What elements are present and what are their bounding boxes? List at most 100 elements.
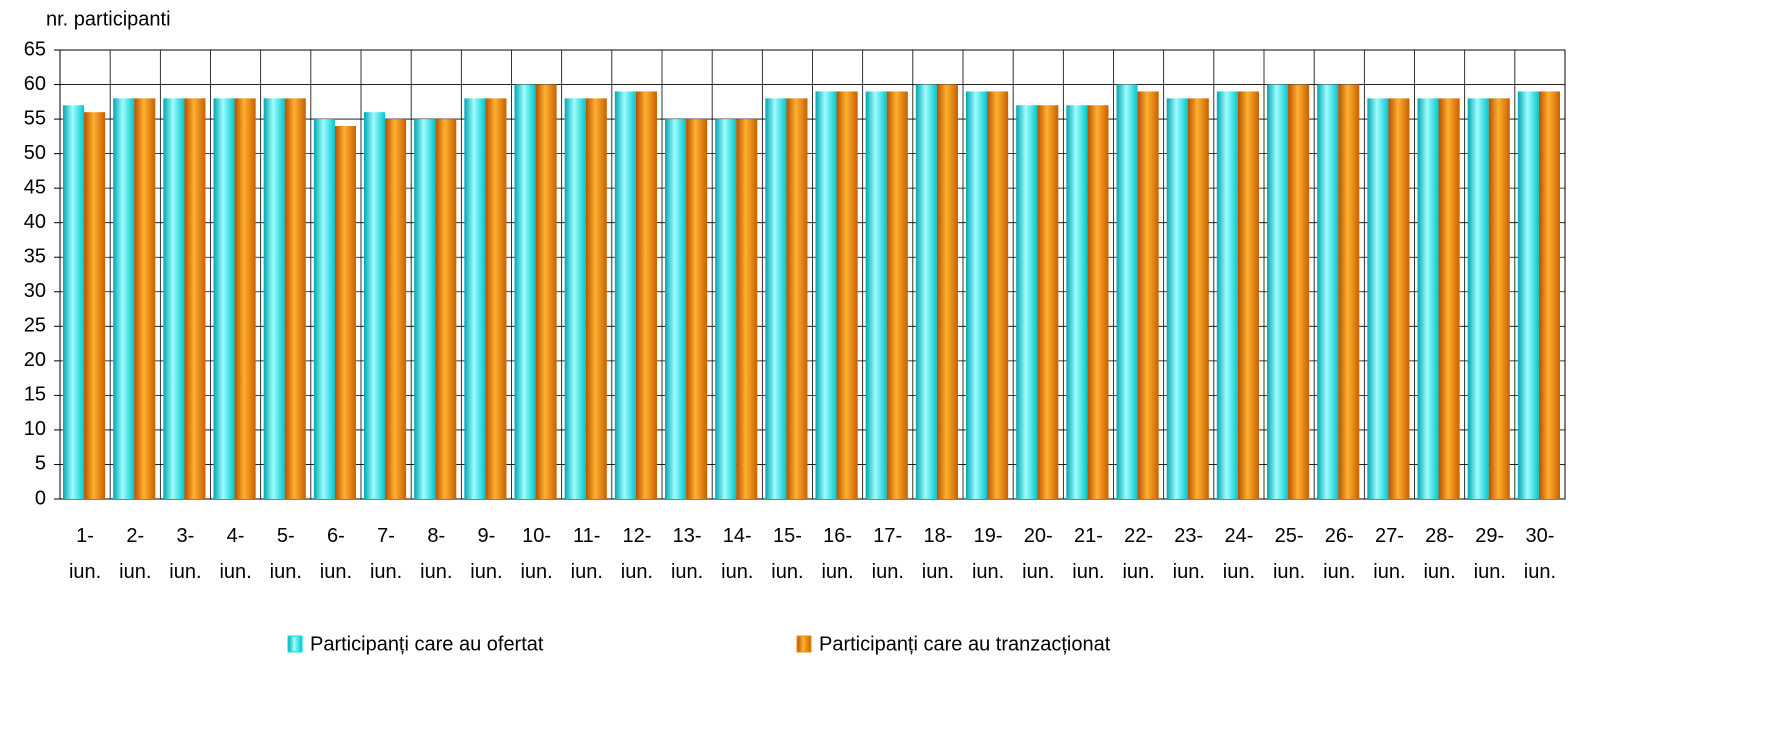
x-tick-label: 29-iun. [1474, 525, 1506, 583]
bar [134, 98, 156, 499]
bar [234, 98, 256, 499]
bar [815, 91, 837, 499]
x-tick-label: 20-iun. [1022, 525, 1054, 583]
x-tick-label: 25-iun. [1273, 525, 1305, 583]
bar [1187, 98, 1209, 499]
x-tick-label: 26-iun. [1323, 525, 1355, 583]
bar [1388, 98, 1410, 499]
bar [786, 98, 808, 499]
bar [1237, 91, 1259, 499]
bar [915, 84, 937, 500]
bar [1488, 98, 1510, 499]
bar [936, 84, 958, 500]
x-tick-label: 28-iun. [1423, 525, 1455, 583]
legend-label: Participanți care au tranzacționat [819, 633, 1111, 655]
legend-swatch [796, 635, 812, 653]
y-tick-label: 20 [24, 349, 46, 371]
bar [1338, 84, 1360, 500]
x-tick-label: 12-iun. [621, 525, 653, 583]
bar [113, 98, 135, 499]
x-tick-label: 24-iun. [1223, 525, 1255, 583]
bar [635, 91, 657, 499]
x-tick-label: 10-iun. [520, 525, 552, 583]
y-tick-label: 0 [35, 487, 46, 509]
y-tick-label: 15 [24, 384, 46, 406]
x-tick-label: 22-iun. [1122, 525, 1154, 583]
x-tick-label: 15-iun. [771, 525, 803, 583]
bar [886, 91, 908, 499]
bar [1467, 98, 1489, 499]
x-tick-label: 4-iun. [219, 525, 251, 583]
y-tick-label: 50 [24, 142, 46, 164]
y-tick-label: 55 [24, 107, 46, 129]
x-tick-label: 30-iun. [1524, 525, 1556, 583]
bar [865, 91, 887, 499]
bar [736, 119, 758, 500]
bar [665, 119, 687, 500]
bar [836, 91, 858, 499]
x-tick-label: 5-iun. [270, 525, 302, 583]
bar [715, 119, 737, 500]
bar [514, 84, 536, 500]
bar [1367, 98, 1389, 499]
bar [686, 119, 708, 500]
bar [1016, 105, 1038, 499]
bar [1116, 84, 1138, 500]
bar [535, 84, 557, 500]
bar [163, 98, 185, 499]
y-tick-label: 30 [24, 280, 46, 302]
legend-label: Participanți care au ofertat [310, 633, 544, 655]
x-tick-label: 14-iun. [721, 525, 753, 583]
y-tick-label: 10 [24, 418, 46, 440]
bar [213, 98, 235, 499]
bar [1288, 84, 1310, 500]
bar [414, 119, 436, 500]
bar [1166, 98, 1188, 499]
bar [1216, 91, 1238, 499]
bar [1438, 98, 1460, 499]
bar [1087, 105, 1109, 499]
y-tick-label: 45 [24, 176, 46, 198]
x-tick-label: 3-iun. [169, 525, 201, 583]
x-tick-label: 17-iun. [872, 525, 904, 583]
bar [485, 98, 507, 499]
bar [585, 98, 607, 499]
x-tick-label: 7-iun. [370, 525, 402, 583]
y-axis-title: nr. participanti [46, 8, 171, 30]
bar [464, 98, 486, 499]
bar [334, 125, 356, 499]
bar [84, 112, 106, 500]
bar [1066, 105, 1088, 499]
bar [765, 98, 787, 499]
x-tick-label: 27-iun. [1373, 525, 1405, 583]
bar [284, 98, 306, 499]
bar [435, 119, 457, 500]
x-tick-label: 13-iun. [671, 525, 703, 583]
legend-swatch [287, 635, 303, 653]
bar [1037, 105, 1059, 499]
x-tick-label: 9-iun. [470, 525, 502, 583]
bar [63, 105, 85, 499]
x-tick-label: 23-iun. [1173, 525, 1205, 583]
y-tick-label: 35 [24, 246, 46, 268]
bar [614, 91, 636, 499]
bar [1137, 91, 1159, 499]
bar [1417, 98, 1439, 499]
bar [966, 91, 988, 499]
x-tick-label: 8-iun. [420, 525, 452, 583]
x-tick-label: 19-iun. [972, 525, 1004, 583]
bar [1517, 91, 1539, 499]
x-tick-label: 11-iun. [571, 525, 603, 583]
y-tick-label: 40 [24, 211, 46, 233]
y-tick-label: 5 [35, 453, 46, 475]
x-tick-label: 2-iun. [119, 525, 151, 583]
y-tick-label: 65 [24, 38, 46, 60]
x-tick-label: 16-iun. [821, 525, 853, 583]
bar [564, 98, 586, 499]
x-tick-label: 18-iun. [922, 525, 954, 583]
bar [184, 98, 206, 499]
bar [1317, 84, 1339, 500]
bar [263, 98, 285, 499]
bar [1538, 91, 1560, 499]
y-tick-label: 60 [24, 73, 46, 95]
